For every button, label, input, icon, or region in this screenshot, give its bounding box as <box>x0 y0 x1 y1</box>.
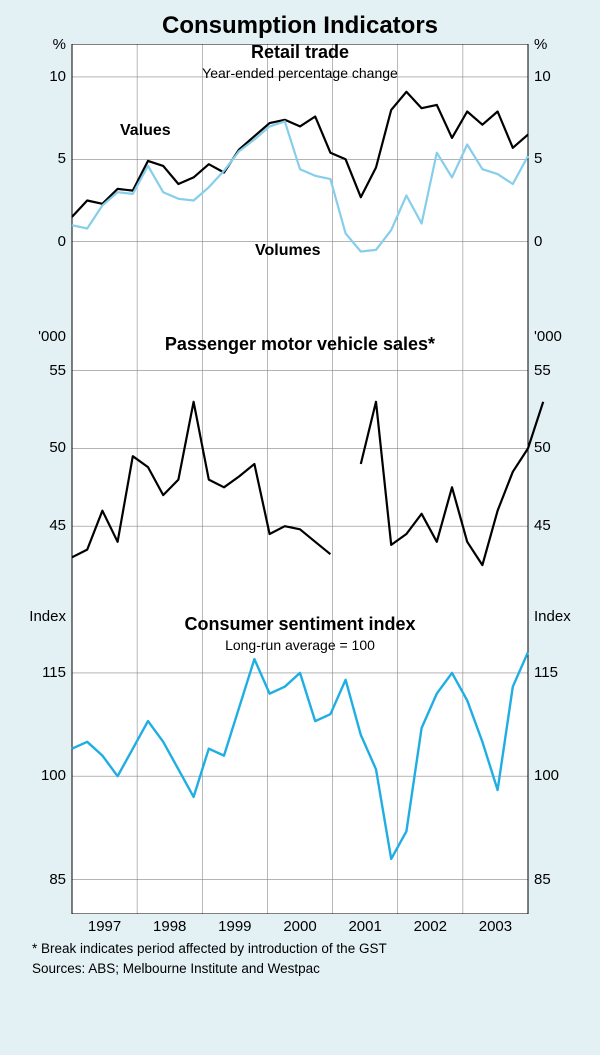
panel-pmv: 454550505555'000'000Passenger motor vehi… <box>10 324 590 604</box>
ytick-left: 50 <box>49 439 66 456</box>
unit-left: '000 <box>38 328 66 345</box>
ytick-left: 5 <box>58 150 66 167</box>
main-title: Consumption Indicators <box>10 12 590 40</box>
footnote: * Break indicates period affected by int… <box>10 940 590 958</box>
unit-right: '000 <box>534 328 562 345</box>
series-label-volumes: Volumes <box>255 242 321 260</box>
unit-left: Index <box>29 608 66 625</box>
ytick-left: 55 <box>49 362 66 379</box>
ytick-right: 85 <box>534 871 551 888</box>
ytick-left: 100 <box>41 767 66 784</box>
ytick-left: 115 <box>42 664 66 681</box>
ytick-left: 10 <box>49 68 66 85</box>
xtick-year: 1997 <box>88 918 121 935</box>
ytick-right: 100 <box>534 767 559 784</box>
panel-svg-sentiment <box>10 604 590 914</box>
ytick-right: 0 <box>534 233 542 250</box>
xtick-year: 2002 <box>414 918 447 935</box>
ytick-right: 10 <box>534 68 551 85</box>
ytick-left: 85 <box>49 871 66 888</box>
unit-right: Index <box>534 608 571 625</box>
ytick-right: 45 <box>534 517 551 534</box>
ytick-right: 5 <box>534 150 542 167</box>
xtick-year: 1998 <box>153 918 186 935</box>
xtick-year: 1999 <box>218 918 251 935</box>
panel-svg-pmv <box>10 324 590 604</box>
series-label-values: Values <box>120 122 171 140</box>
xtick-year: 2000 <box>283 918 316 935</box>
xtick-year: 2001 <box>348 918 381 935</box>
ytick-right: 115 <box>534 664 558 681</box>
xtick-year: 2003 <box>479 918 512 935</box>
ytick-right: 50 <box>534 439 551 456</box>
ytick-right: 55 <box>534 362 551 379</box>
panel-svg-retail <box>10 44 590 324</box>
unit-left: % <box>53 36 66 53</box>
panel-sentiment: 8585100100115115IndexIndexConsumer senti… <box>10 604 590 914</box>
consumption-indicators-figure: Consumption Indicators 00551010%%Retail … <box>0 0 600 1055</box>
panels-host: 00551010%%Retail tradeYear-ended percent… <box>10 44 590 914</box>
unit-right: % <box>534 36 547 53</box>
sources: Sources: ABS; Melbourne Institute and We… <box>10 960 590 978</box>
ytick-left: 0 <box>58 233 66 250</box>
panel-retail: 00551010%%Retail tradeYear-ended percent… <box>10 44 590 324</box>
ytick-left: 45 <box>49 517 66 534</box>
